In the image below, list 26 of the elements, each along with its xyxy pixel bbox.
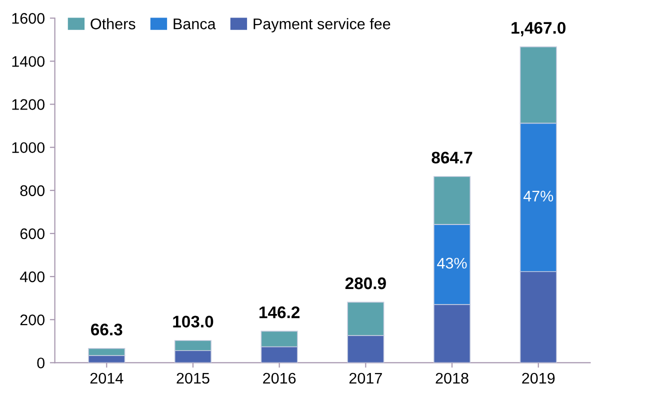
- x-tick-label: 2018: [436, 372, 468, 384]
- x-tick-label: 2016: [263, 372, 296, 384]
- legend-label: Others: [90, 18, 136, 30]
- x-tick-label: 2019: [522, 372, 555, 384]
- x-tick-label: 2017: [349, 372, 382, 384]
- x-tick-label: 2014: [90, 372, 124, 384]
- y-tick-label: 1000: [12, 142, 45, 154]
- total-label: 1,467.0: [512, 22, 566, 36]
- total-label: 66.3: [91, 324, 122, 336]
- annotation: 47%: [523, 190, 554, 202]
- total-label: 146.2: [260, 306, 300, 318]
- legend-label: Payment service fee: [254, 18, 390, 32]
- x-tick-label: 2015: [176, 372, 210, 384]
- y-tick-label: 1200: [12, 99, 45, 110]
- y-tick-label: 1600: [12, 13, 45, 24]
- annotation: 43%: [437, 258, 467, 269]
- y-tick-label: 0: [37, 358, 45, 368]
- total-label: 280.9: [345, 277, 386, 290]
- y-tick-label: 600: [20, 228, 45, 240]
- y-tick-label: 200: [20, 314, 45, 326]
- total-label: 103.0: [173, 316, 214, 328]
- y-tick-label: 400: [20, 271, 45, 282]
- total-label: 864.7: [432, 152, 472, 164]
- y-tick-label: 800: [20, 185, 45, 196]
- y-tick-label: 1400: [12, 56, 45, 67]
- legend-label: Banca: [174, 18, 216, 30]
